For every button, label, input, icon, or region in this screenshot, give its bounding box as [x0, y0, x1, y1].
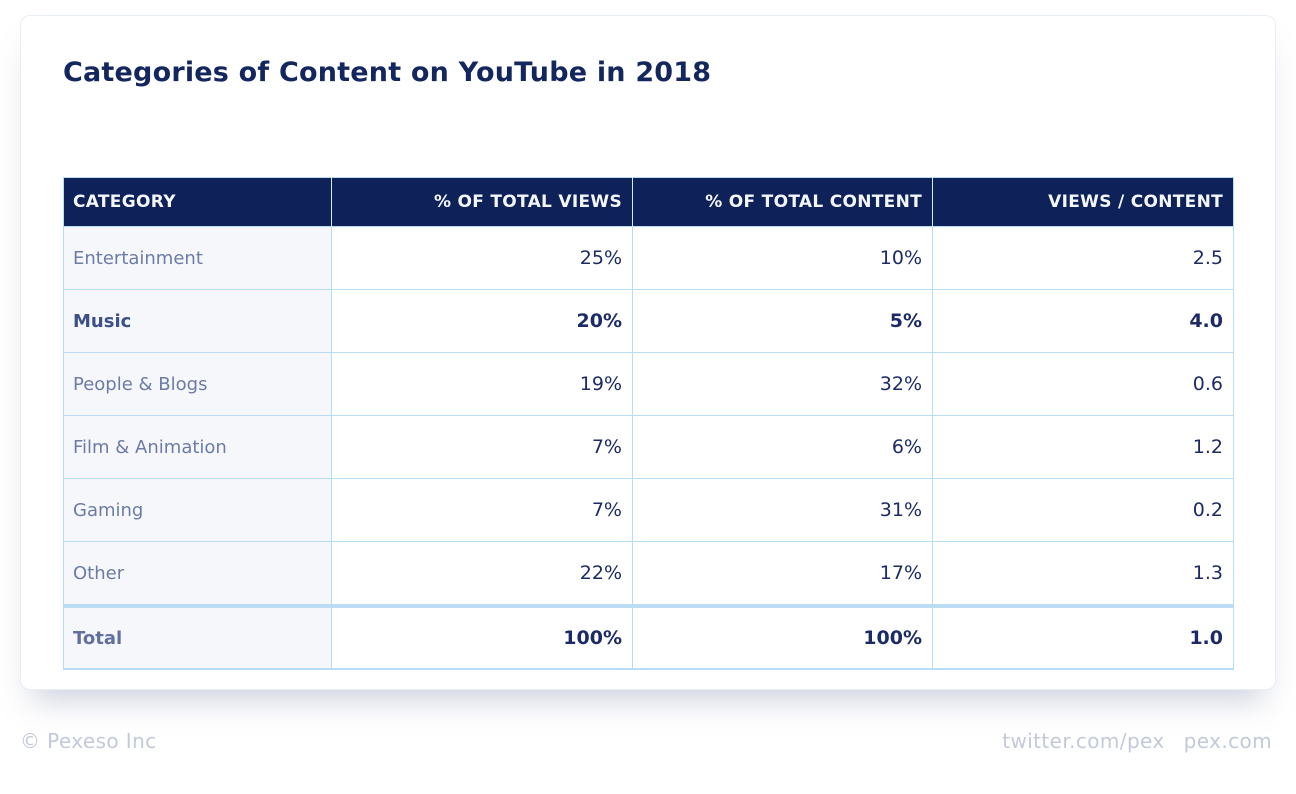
category-cell: People & Blogs — [63, 352, 332, 416]
views-per-content-cell: 1.0 — [932, 604, 1234, 670]
content-pct-cell: 32% — [632, 352, 933, 416]
category-cell: Film & Animation — [63, 415, 332, 479]
views-per-content-cell: 2.5 — [932, 226, 1234, 290]
page-title: Categories of Content on YouTube in 2018 — [63, 57, 712, 88]
twitter-url-text: twitter.com/pex — [1002, 729, 1165, 753]
content-pct-cell: 5% — [632, 289, 933, 353]
views-pct-cell: 22% — [331, 541, 633, 607]
category-cell: Music — [63, 289, 332, 353]
column-header-content-pct: % OF TOTAL CONTENT — [632, 177, 933, 227]
views-pct-cell: 7% — [331, 478, 633, 542]
table-row-people-blogs: People & Blogs 19% 32% 0.6 — [63, 352, 1234, 416]
content-pct-cell: 17% — [632, 541, 933, 607]
views-pct-cell: 7% — [331, 415, 633, 479]
footer-links: twitter.com/pex pex.com — [1002, 729, 1272, 753]
table-row-gaming: Gaming 7% 31% 0.2 — [63, 478, 1234, 542]
website-url-text: pex.com — [1183, 729, 1272, 753]
content-pct-cell: 10% — [632, 226, 933, 290]
header-row: CATEGORY % OF TOTAL VIEWS % OF TOTAL CON… — [63, 177, 1234, 227]
footer: © Pexeso Inc twitter.com/pex pex.com — [20, 729, 1272, 753]
content-pct-cell: 100% — [632, 604, 933, 670]
views-per-content-cell: 1.3 — [932, 541, 1234, 607]
table-row-film-animation: Film & Animation 7% 6% 1.2 — [63, 415, 1234, 479]
views-per-content-cell: 0.2 — [932, 478, 1234, 542]
column-header-category: CATEGORY — [63, 177, 332, 227]
infographic-card: Categories of Content on YouTube in 2018… — [20, 15, 1276, 690]
category-cell: Total — [63, 604, 332, 670]
copyright-text: © Pexeso Inc — [20, 729, 157, 753]
views-per-content-cell: 4.0 — [932, 289, 1234, 353]
category-cell: Entertainment — [63, 226, 332, 290]
table-row-other: Other 22% 17% 1.3 — [63, 541, 1234, 607]
views-pct-cell: 20% — [331, 289, 633, 353]
table-row-total: Total 100% 100% 1.0 — [63, 604, 1234, 670]
views-pct-cell: 19% — [331, 352, 633, 416]
category-cell: Other — [63, 541, 332, 607]
content-pct-cell: 31% — [632, 478, 933, 542]
views-pct-cell: 100% — [331, 604, 633, 670]
views-per-content-cell: 1.2 — [932, 415, 1234, 479]
content-categories-table: CATEGORY % OF TOTAL VIEWS % OF TOTAL CON… — [63, 177, 1234, 670]
table-row-music: Music 20% 5% 4.0 — [63, 289, 1234, 353]
column-header-views-per-content: VIEWS / CONTENT — [932, 177, 1234, 227]
table-row-entertainment: Entertainment 25% 10% 2.5 — [63, 226, 1234, 290]
views-pct-cell: 25% — [331, 226, 633, 290]
column-header-views-pct: % OF TOTAL VIEWS — [331, 177, 633, 227]
category-cell: Gaming — [63, 478, 332, 542]
views-per-content-cell: 0.6 — [932, 352, 1234, 416]
content-pct-cell: 6% — [632, 415, 933, 479]
